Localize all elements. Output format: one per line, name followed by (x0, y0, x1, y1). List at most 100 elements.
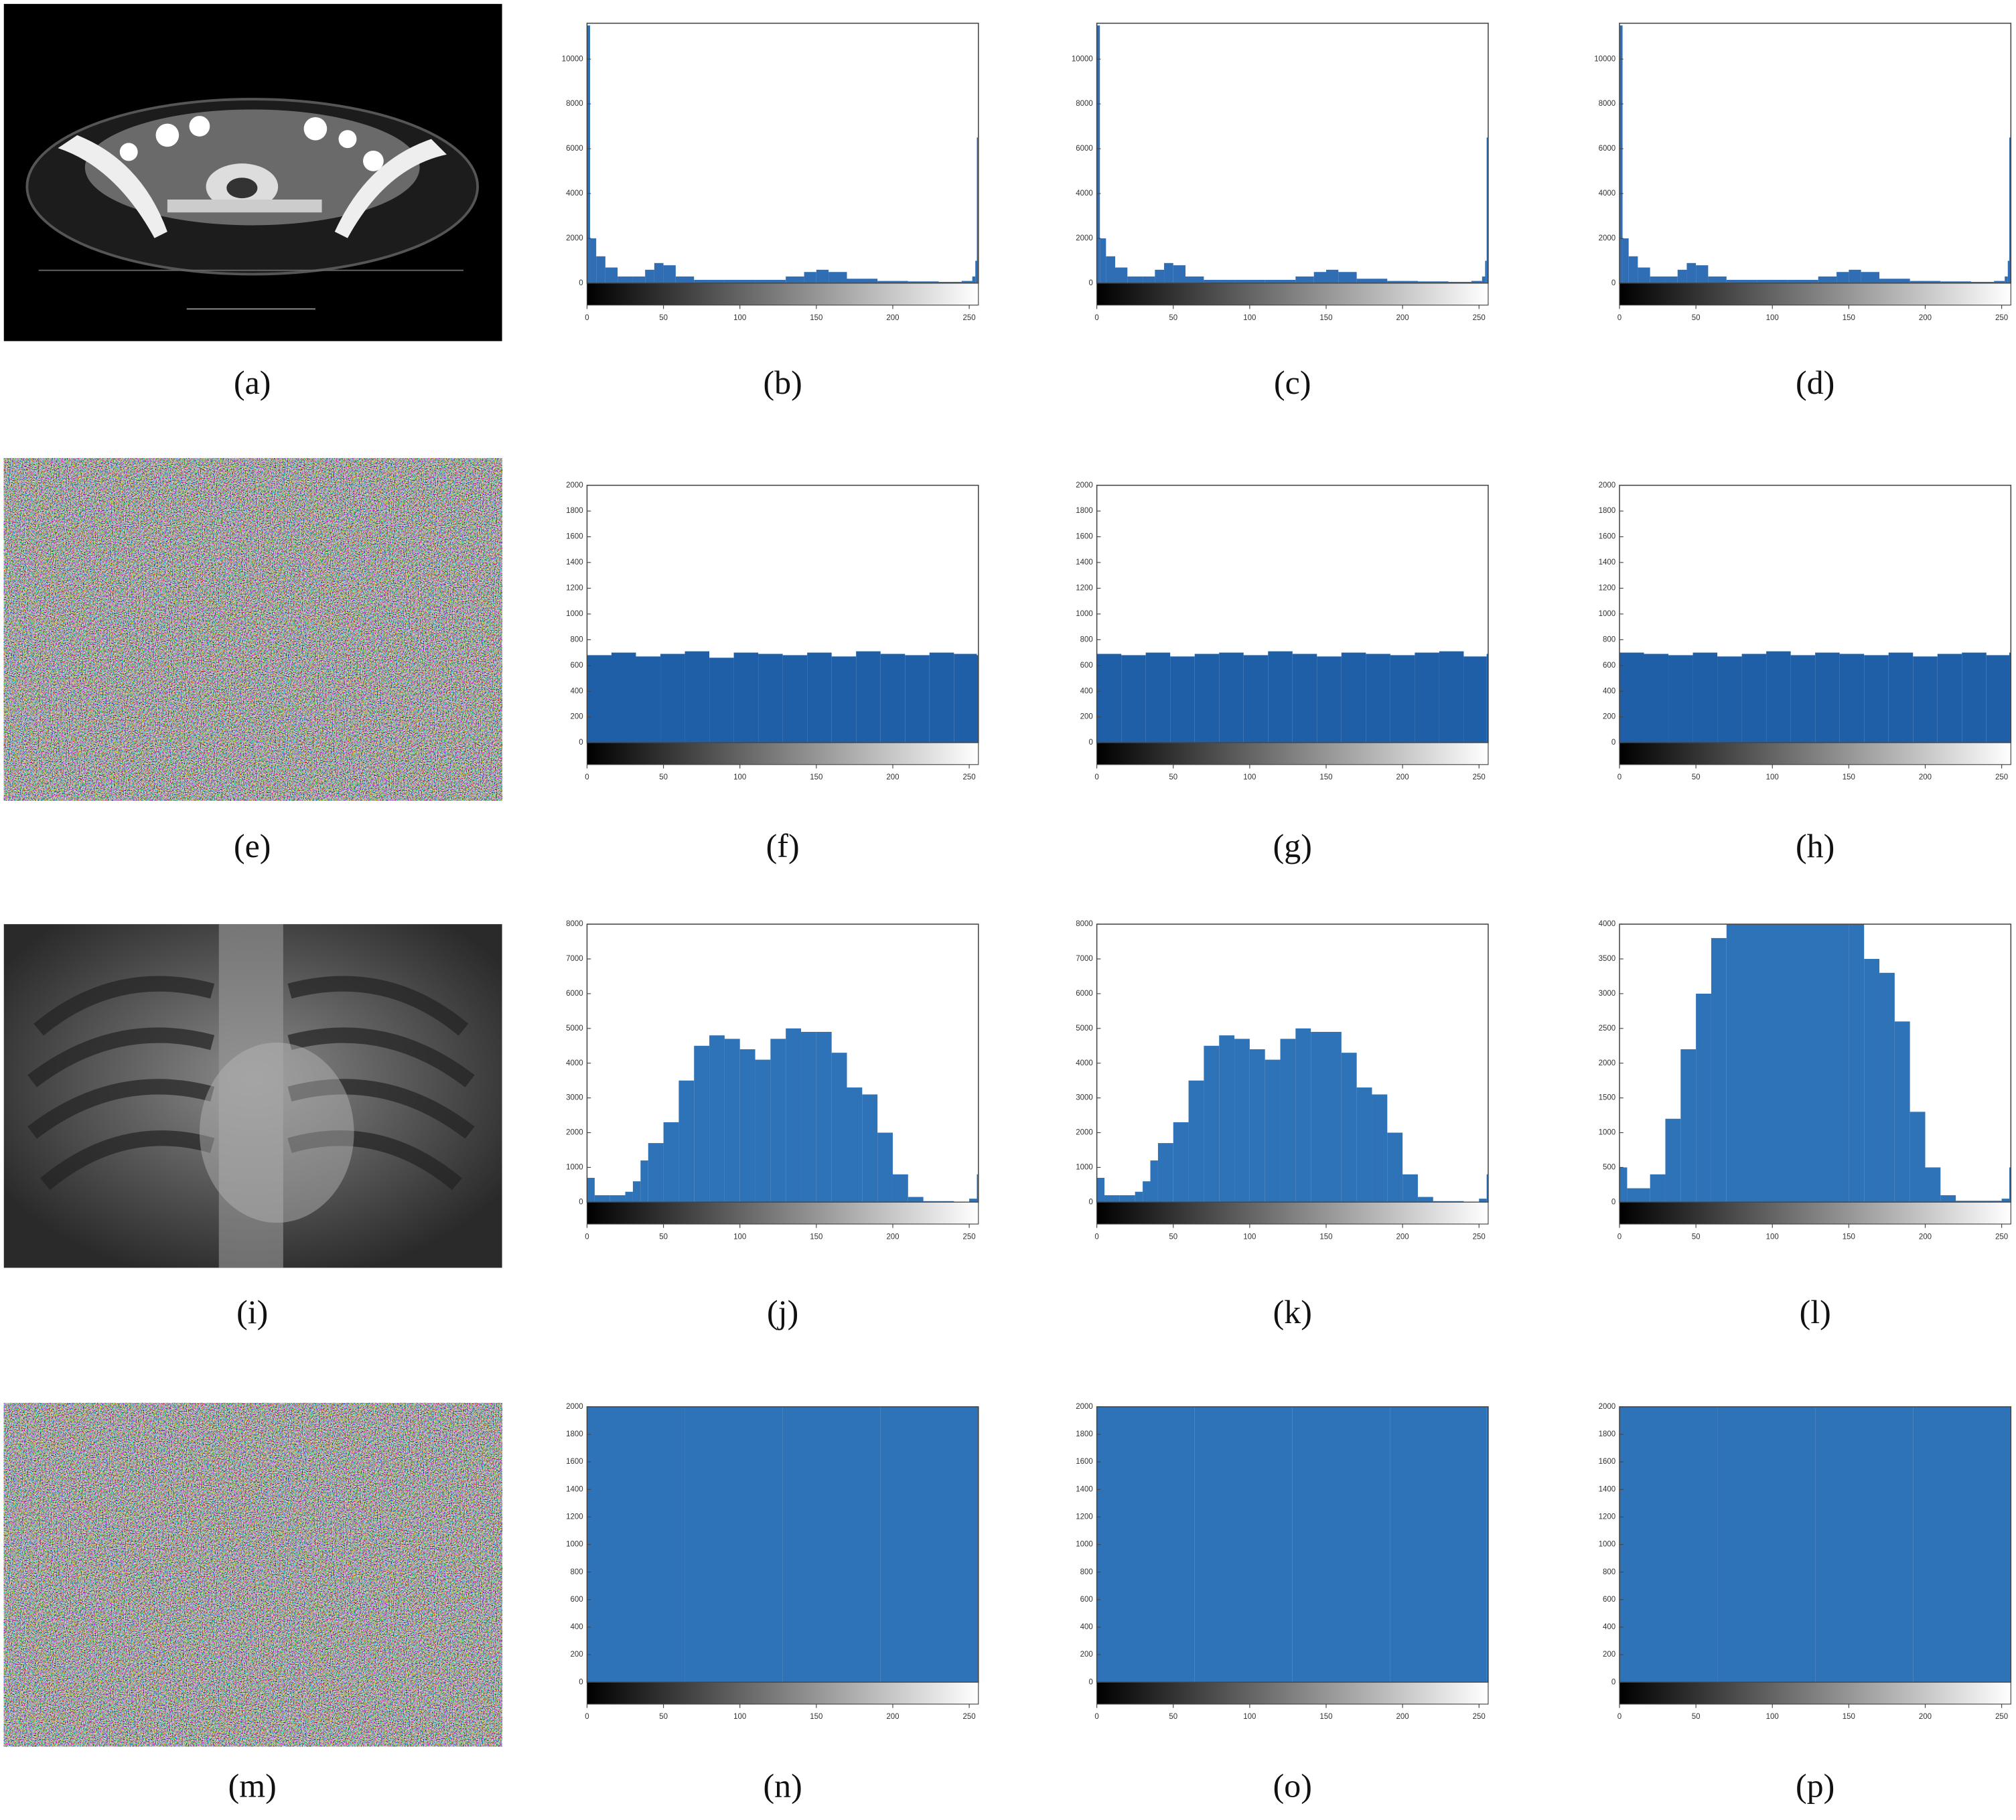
bar (1402, 1174, 1418, 1203)
x-tick-label: 250 (1995, 773, 2008, 781)
bar (1986, 655, 2010, 743)
bar (831, 656, 857, 743)
plot-area (1096, 23, 1488, 283)
bar (1479, 1199, 1487, 1203)
y-tick-label: 4000 (1599, 189, 1616, 198)
bar (1463, 656, 1487, 743)
x-tick-label: 0 (585, 1233, 589, 1241)
bar (1766, 651, 1791, 743)
bar (977, 1406, 979, 1683)
x-tick-label: 200 (1396, 773, 1409, 781)
y-tick-label: 2000 (566, 234, 583, 242)
bar (694, 279, 725, 283)
colorbar (1619, 283, 2011, 306)
bar (648, 1143, 664, 1203)
x-tick-label: 250 (962, 1233, 975, 1241)
bar (1994, 281, 2005, 283)
bar (1157, 1143, 1173, 1203)
x-tick-label: 200 (1919, 1713, 1932, 1721)
bar (709, 1035, 725, 1203)
bar (954, 654, 977, 743)
y-tick-label: 1000 (1076, 610, 1093, 618)
y-tick-label: 200 (1603, 1651, 1615, 1659)
bar (880, 654, 906, 743)
x-tick-label: 50 (1692, 314, 1701, 322)
bar (1313, 272, 1326, 283)
histogram (1619, 651, 2011, 743)
bar (2005, 276, 2008, 283)
bar (1106, 256, 1116, 283)
x-tick-label: 200 (886, 1233, 899, 1241)
bar (807, 652, 832, 743)
bar (1096, 1177, 1105, 1203)
x-tick-label: 200 (886, 773, 899, 781)
y-tick-label: 0 (1611, 279, 1615, 287)
bar (1311, 1032, 1326, 1203)
y-tick-label: 200 (1603, 713, 1615, 721)
caption: (m) (228, 1766, 277, 1804)
y-tick-label: 8000 (566, 100, 583, 108)
bar (1619, 25, 1623, 283)
bar (972, 276, 976, 283)
y-tick-label: 6000 (1076, 990, 1093, 998)
bar (1650, 1174, 1666, 1203)
x-tick-label: 50 (1169, 1713, 1177, 1721)
bar (1837, 272, 1849, 283)
y-tick-label: 0 (1088, 279, 1092, 287)
bar (908, 1197, 924, 1203)
histogram (587, 1406, 979, 1683)
histogram (587, 1028, 979, 1203)
bar (2007, 260, 2010, 283)
x-tick-label: 250 (962, 314, 975, 322)
bar (782, 1406, 881, 1683)
y-tick-label: 800 (1080, 1568, 1093, 1576)
bar (1433, 1201, 1464, 1203)
bar (1341, 1053, 1357, 1203)
y-tick-label: 1400 (1599, 558, 1616, 566)
y-tick-label: 5000 (566, 1025, 583, 1033)
bar (782, 655, 808, 743)
bar (1910, 281, 1941, 283)
encrypted-image (3, 458, 502, 801)
y-tick-label: 1000 (1076, 1163, 1093, 1171)
y-tick-label: 3000 (1599, 990, 1616, 998)
y-tick-label: 200 (1080, 1651, 1093, 1659)
bar (587, 25, 591, 283)
bar (1970, 281, 1995, 283)
bar (1665, 1118, 1681, 1203)
bar (1390, 655, 1415, 743)
plot-area (1619, 23, 2011, 283)
bar (929, 652, 954, 743)
bar (1387, 1132, 1403, 1203)
bar (1650, 276, 1666, 283)
y-tick-label: 2000 (1599, 234, 1616, 242)
bar (2009, 1167, 2011, 1203)
caption: (j) (767, 1293, 798, 1331)
y-tick-label: 1000 (1599, 610, 1616, 618)
histogram (1096, 25, 1488, 283)
x-tick-label: 100 (1243, 1713, 1256, 1721)
bar (1726, 279, 1757, 283)
bar (1417, 1197, 1433, 1203)
histogram (1619, 25, 2011, 283)
bar (1962, 652, 1987, 743)
bar (654, 262, 664, 283)
y-tick-label: 400 (1603, 1623, 1615, 1631)
y-tick-label: 0 (1088, 1678, 1092, 1686)
bar (2001, 1199, 2010, 1203)
x-tick-label: 150 (810, 1233, 822, 1241)
bar (1879, 972, 1895, 1203)
x-tick-label: 100 (1766, 1713, 1779, 1721)
y-tick-label: 3000 (566, 1094, 583, 1102)
bar (961, 281, 973, 283)
bar (1619, 1167, 1628, 1203)
y-tick-label: 4000 (1076, 1059, 1093, 1067)
y-tick-label: 8000 (1599, 100, 1616, 108)
y-tick-label: 1500 (1599, 1094, 1616, 1102)
x-tick-label: 150 (810, 1713, 822, 1721)
bar (1937, 654, 1962, 743)
caption: (l) (1800, 1293, 1831, 1331)
bar (587, 1406, 685, 1683)
bar (892, 1174, 908, 1203)
